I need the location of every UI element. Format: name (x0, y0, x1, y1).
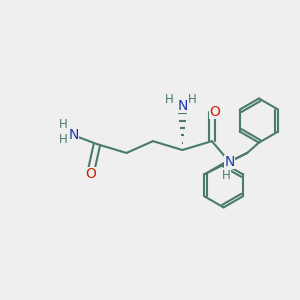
Text: H: H (59, 118, 68, 131)
Text: O: O (209, 105, 220, 119)
Text: N: N (68, 128, 79, 142)
Text: H: H (222, 169, 231, 182)
Text: O: O (86, 167, 97, 181)
Text: H: H (59, 133, 68, 146)
Text: N: N (177, 99, 188, 113)
Text: H: H (188, 93, 197, 106)
Text: N: N (224, 155, 235, 169)
Text: H: H (165, 93, 173, 106)
